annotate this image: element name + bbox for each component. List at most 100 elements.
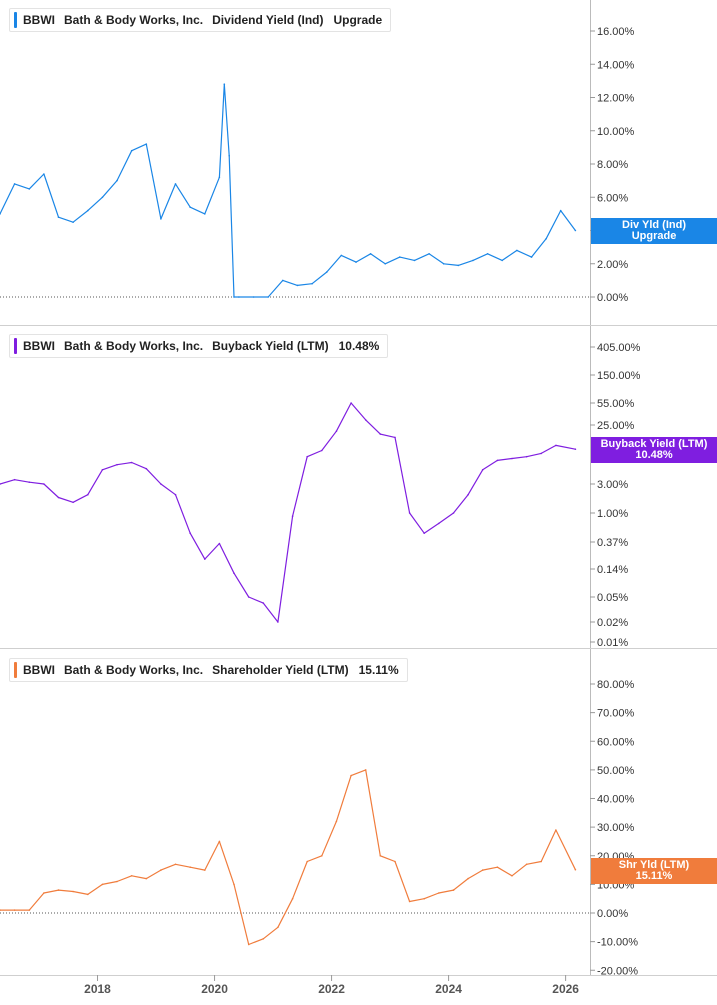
data-point [574,868,577,871]
x-tick-label: 2024 [435,982,462,996]
data-point [438,522,440,525]
y-tick-label: 70.00% [597,708,635,720]
data-point [174,493,177,496]
data-point [472,259,474,262]
data-point [57,216,60,218]
badge-value: Upgrade [631,230,677,242]
legend-ticker: BBWI [23,13,55,27]
legend-value[interactable]: Upgrade [333,13,383,27]
data-point [218,176,221,179]
y-tick-label: 12.00% [597,93,635,105]
data-point [130,149,133,152]
data-point [559,209,562,212]
data-point [130,461,133,464]
data-point [511,457,513,460]
badge-shareholder-yield: Shr Yld (LTM) 15.11% [591,858,717,884]
data-point [291,515,294,517]
badge-label: Div Yld (Ind) [622,219,686,231]
data-point [101,883,104,886]
data-point [160,218,162,220]
data-point [43,483,45,485]
data-point [325,271,328,273]
data-point [481,469,484,471]
data-point [467,877,469,880]
y-tick-label: 405.00% [597,342,641,354]
data-point [233,883,235,886]
legend-shareholder-yield[interactable]: BBWI Bath & Body Works, Inc. Shareholder… [9,658,408,682]
data-point [311,282,313,285]
legend-dividend-yield[interactable]: BBWI Bath & Body Works, Inc. Dividend Yi… [9,8,392,32]
y-tick-label: 8.00% [597,159,628,171]
y-tick-label: 150.00% [597,370,641,382]
data-point [218,542,221,545]
y-tick-label: 3.00% [597,479,628,491]
y-tick-label: -10.00% [597,937,638,949]
data-point [160,869,162,871]
data-point [252,296,255,298]
data-point [57,889,60,891]
data-point [72,890,74,893]
data-point [189,866,191,868]
data-point [228,154,230,157]
data-point [530,256,533,258]
legend-buyback-yield[interactable]: BBWI Bath & Body Works, Inc. Buyback Yie… [9,334,389,358]
data-point [43,173,45,175]
data-point [394,860,396,863]
data-point [355,261,357,263]
data-point [247,943,250,946]
data-point [296,284,299,287]
data-point [204,213,206,215]
data-point [321,855,323,857]
y-tick-label: 16.00% [597,26,635,38]
data-point [13,909,16,911]
data-point [516,249,518,252]
y-tick-label: 6.00% [597,192,628,204]
data-point [408,900,411,903]
data-point [174,863,177,866]
data-point [130,875,133,877]
data-point [174,183,177,185]
data-point [423,897,426,900]
data-point [189,532,191,534]
y-tick-label: 10.00% [597,126,635,138]
data-point [145,877,148,880]
data-point [545,238,547,240]
y-tick-label: 40.00% [597,794,635,806]
data-point [145,467,148,470]
y-tick-label: 80.00% [597,679,635,691]
data-point [540,452,542,455]
badge-value: 10.48% [635,449,673,461]
legend-swatch-buyback [14,338,17,354]
data-point [452,889,455,891]
data-point [423,532,426,534]
y-tick-label: 0.00% [597,908,628,920]
legend-value: 10.48% [338,339,380,353]
data-point [340,254,343,257]
x-tick-label: 2026 [552,982,579,996]
data-point [43,892,45,894]
data-point [223,83,226,85]
y-tick-label: 0.01% [597,637,628,649]
x-tick-label: 2020 [201,982,228,996]
series-line [0,402,576,623]
data-point [574,448,577,451]
data-point [262,938,265,940]
legend-company: Bath & Body Works, Inc. [64,339,204,353]
legend-metric: Buyback Yield (LTM) [212,339,329,353]
data-point [282,279,284,282]
badge-buyback-yield: Buyback Yield (LTM) 10.48% [591,437,717,463]
y-tick-label: 30.00% [597,822,635,834]
data-point [306,860,309,863]
data-point [501,259,504,262]
y-tick-label: 55.00% [597,398,635,410]
data-point [555,444,557,447]
data-point [481,869,484,871]
data-point [160,483,162,485]
data-point [116,463,118,466]
data-point [0,483,1,485]
y-tick-label: 0.05% [597,592,628,604]
data-point [13,183,16,185]
data-point [511,875,513,877]
legend-company: Bath & Body Works, Inc. [64,663,204,677]
data-point [233,296,235,298]
